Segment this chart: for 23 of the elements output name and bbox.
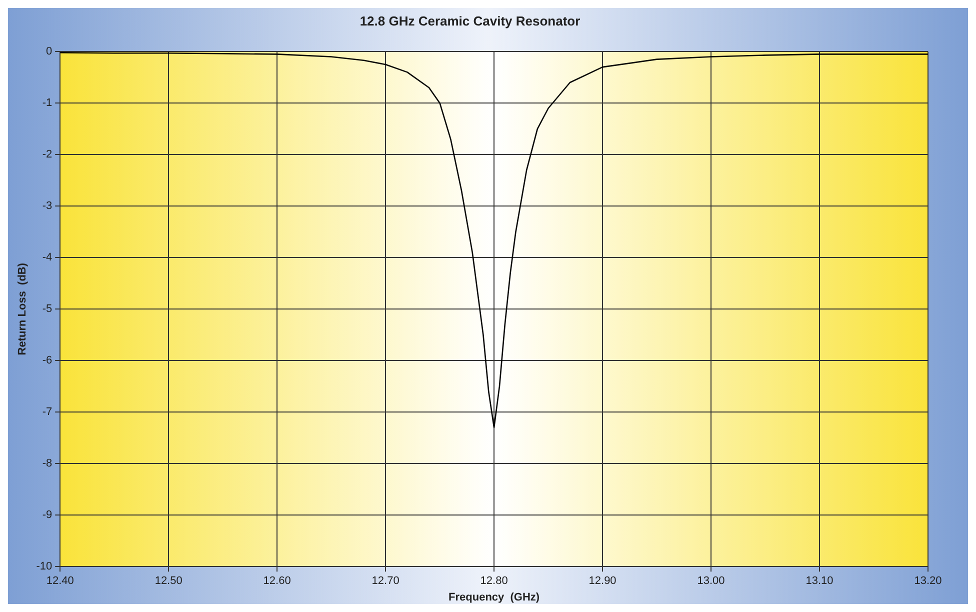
y-tick-label: -1 — [42, 97, 52, 110]
y-tick-label: 0 — [46, 46, 52, 58]
y-tick-label: -7 — [42, 406, 52, 418]
y-tick-label: -9 — [42, 509, 52, 522]
chart-title: 12.8 GHz Ceramic Cavity Resonator — [360, 13, 580, 28]
x-tick-label: 12.90 — [588, 575, 616, 588]
y-tick-label: -3 — [42, 200, 52, 212]
x-tick-label: 13.10 — [806, 575, 834, 588]
y-tick-label: -5 — [42, 303, 52, 316]
y-tick-label: -4 — [42, 252, 52, 264]
x-tick-label: 13.20 — [914, 575, 942, 588]
y-tick-label: -2 — [42, 148, 52, 161]
x-tick-label: 12.50 — [154, 575, 182, 588]
y-tick-label: -6 — [42, 354, 52, 367]
x-tick-label: 13.00 — [697, 575, 725, 588]
x-tick-label: 12.80 — [480, 575, 508, 588]
y-axis-title: Return Loss (dB) — [16, 262, 29, 356]
x-axis-title: Frequency (GHz) — [448, 591, 540, 604]
y-tick-label: -10 — [36, 560, 52, 573]
x-tick-label: 12.70 — [372, 575, 400, 588]
y-tick-label: -8 — [42, 458, 52, 470]
x-tick-label: 12.60 — [263, 575, 291, 588]
x-tick-label: 12.40 — [46, 575, 74, 588]
